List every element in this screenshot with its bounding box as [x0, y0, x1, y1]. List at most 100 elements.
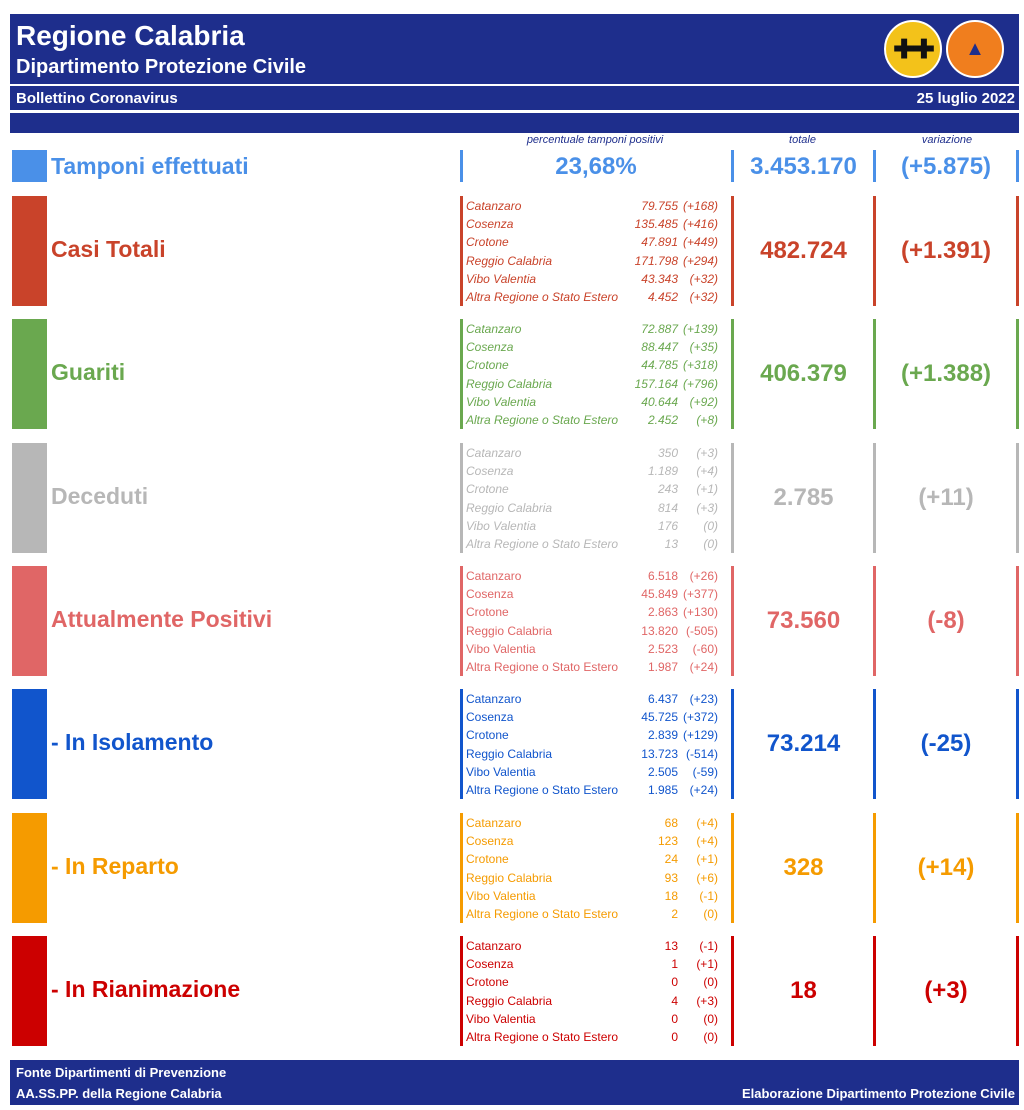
province-name: Crotone	[466, 728, 509, 743]
province-value: 2	[671, 906, 678, 921]
province-delta: (0)	[703, 518, 718, 533]
province-row: Altra Regione o Stato Estero 2 (0)	[466, 905, 726, 923]
province-value: 0	[671, 975, 678, 990]
tamponi-variation: (+5.875)	[900, 153, 992, 180]
province-row: Vibo Valentia 2.505 (-59)	[466, 763, 726, 781]
province-delta: (+3)	[696, 500, 718, 515]
province-value: 93	[664, 870, 678, 885]
section-label: Attualmente Positivi	[51, 606, 273, 632]
section-divider-right	[873, 813, 876, 923]
province-name: Crotone	[466, 358, 509, 373]
province-delta: (-59)	[692, 764, 718, 779]
bulletin-title: Bollettino Coronavirus	[16, 90, 178, 107]
province-row: Cosenza 1.189 (+4)	[466, 462, 726, 480]
tamponi-divider-edge	[1016, 150, 1019, 182]
province-row: Altra Regione o Stato Estero 4.452 (+32)	[466, 288, 726, 306]
province-value: 243	[657, 482, 678, 497]
province-delta: (+32)	[689, 271, 718, 286]
variation-column-header: variazione	[921, 134, 973, 146]
province-row: Cosenza 88.447 (+35)	[466, 338, 726, 356]
province-row: Altra Regione o Stato Estero 13 (0)	[466, 535, 726, 553]
province-name: Vibo Valentia	[466, 271, 537, 286]
province-value: 13	[664, 536, 678, 551]
province-delta: (0)	[703, 1029, 718, 1044]
section-divider-left	[460, 813, 463, 923]
section-divider-mid	[731, 566, 734, 676]
province-delta: (+4)	[696, 834, 718, 849]
province-name: Cosenza	[466, 464, 514, 479]
page-subtitle: Dipartimento Protezione Civile	[16, 56, 307, 78]
province-value: 40.644	[641, 394, 678, 409]
province-delta: (+1)	[696, 482, 718, 497]
province-delta: (+4)	[696, 464, 718, 479]
section-variation: (+1.391)	[900, 237, 992, 264]
province-name: Altra Regione o Stato Estero	[466, 782, 619, 797]
section-label: - In Reparto	[51, 853, 179, 879]
province-value: 176	[657, 518, 678, 533]
province-name: Altra Regione o Stato Estero	[466, 412, 619, 427]
section-divider-right	[873, 196, 876, 306]
province-value: 88.447	[641, 340, 678, 355]
section-row: Guariti Catanzaro 72.887 (+139) Cosenza 88.44…	[0, 319, 1024, 429]
province-row: Altra Regione o Stato Estero 1.987 (+24)	[466, 658, 726, 676]
province-name: Cosenza	[466, 710, 514, 725]
section-divider-edge	[1016, 319, 1019, 429]
province-row: Cosenza 123 (+4)	[466, 832, 726, 850]
province-name: Crotone	[466, 235, 509, 250]
province-name: Vibo Valentia	[466, 764, 536, 779]
province-name: Vibo Valentia	[466, 394, 537, 409]
footer-credit: Elaborazione Dipartimento Protezione Civ…	[741, 1086, 1015, 1101]
tamponi-color-block	[12, 150, 47, 182]
province-name: Reggio Calabria	[466, 870, 553, 885]
province-row: Vibo Valentia 43.343 (+32)	[466, 270, 726, 288]
province-value: 4	[671, 993, 678, 1008]
province-value: 2.839	[647, 728, 678, 743]
province-name: Altra Regione o Stato Estero	[466, 659, 619, 674]
section-divider-edge	[1016, 689, 1019, 799]
province-row: Reggio Calabria 13.723 (-514)	[466, 745, 726, 763]
section-total: 482.724	[760, 237, 847, 264]
section-divider-mid	[731, 443, 734, 553]
province-delta: (+23)	[689, 692, 718, 706]
province-row: Catanzaro 79.755 (+168)	[466, 197, 726, 215]
footer-source-line2: AA.SS.PP. della Regione Calabria	[16, 1086, 222, 1101]
province-row: Cosenza 45.849 (+377)	[466, 585, 726, 603]
province-value: 2.863	[647, 605, 678, 620]
province-delta: (+294)	[682, 253, 718, 268]
section-divider-edge	[1016, 566, 1019, 676]
province-delta: (-514)	[685, 746, 718, 761]
province-list: Catanzaro 72.887 (+139) Cosenza 88.447 (+35) C…	[466, 320, 726, 429]
province-row: Catanzaro 350 (+3)	[466, 444, 726, 462]
section-total: 18	[790, 977, 817, 1004]
section-color-block	[12, 936, 47, 1046]
province-delta: (+24)	[689, 782, 718, 797]
province-row: Reggio Calabria 171.798 (+294)	[466, 252, 726, 270]
section-color-block	[12, 813, 47, 923]
province-delta: (+130)	[682, 605, 718, 620]
province-row: Cosenza 45.725 (+372)	[466, 708, 726, 726]
province-value: 1.985	[647, 782, 678, 797]
province-value: 24	[664, 852, 678, 867]
province-value: 72.887	[641, 322, 678, 336]
province-value: 43.343	[641, 271, 678, 286]
section-row: Casi Totali Catanzaro 79.755 (+168) Cosenza 1…	[0, 196, 1024, 306]
section-divider-mid	[731, 813, 734, 923]
section-variation: (-25)	[920, 730, 972, 757]
province-delta: (-1)	[699, 939, 718, 953]
section-row: Deceduti Catanzaro 350 (+3) Cosenza 1.189 (+4)…	[0, 443, 1024, 553]
province-delta: (+8)	[696, 412, 718, 427]
province-row: Catanzaro 72.887 (+139)	[466, 320, 726, 338]
section-divider-left	[460, 566, 463, 676]
province-name: Catanzaro	[466, 199, 522, 213]
section-label: Deceduti	[51, 483, 149, 509]
province-row: Crotone 44.785 (+318)	[466, 356, 726, 374]
province-value: 4.452	[647, 289, 678, 304]
section-total: 2.785	[773, 484, 834, 511]
province-list: Catanzaro 6.518 (+26) Cosenza 45.849 (+377) Cr…	[466, 567, 726, 676]
province-row: Reggio Calabria 4 (+3)	[466, 992, 726, 1010]
province-value: 814	[657, 500, 678, 515]
section-color-block	[12, 566, 47, 676]
province-value: 45.849	[641, 587, 678, 602]
province-delta: (+139)	[682, 322, 718, 336]
header-divider	[10, 84, 1019, 86]
